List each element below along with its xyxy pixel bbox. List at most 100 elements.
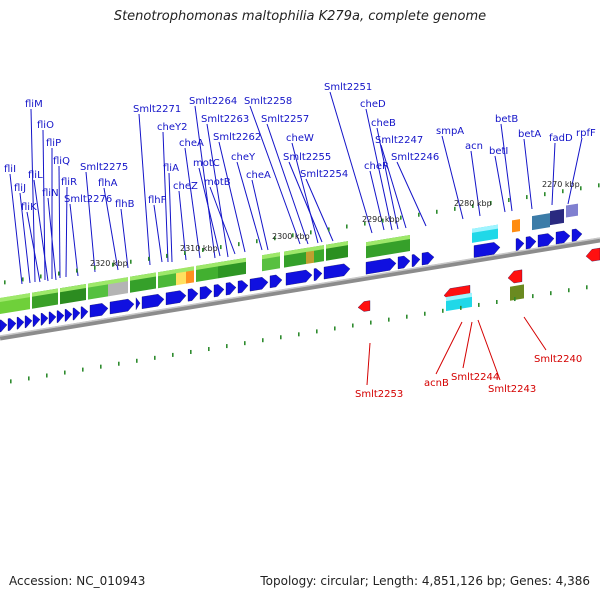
gene-label-chez[interactable]: cheZ — [173, 181, 198, 192]
tick-dot — [190, 349, 192, 354]
forward-gene-arrow[interactable] — [473, 242, 501, 258]
gene-label-smlt2255[interactable]: Smlt2255 — [283, 152, 331, 163]
gene-label-smlt2244[interactable]: Smlt2244 — [451, 372, 499, 383]
forward-gene-arrow[interactable] — [7, 318, 17, 331]
forward-gene-arrow[interactable] — [165, 290, 187, 306]
gene-label-smlt2263[interactable]: Smlt2263 — [201, 114, 249, 125]
gene-label-chew[interactable]: cheW — [286, 133, 314, 144]
kbp-tick-label: 2320 kbp — [90, 259, 128, 268]
gene-label-flil[interactable]: fliL — [28, 170, 43, 181]
gene-label-flin[interactable]: fliN — [42, 188, 59, 199]
gene-label-smlt2246[interactable]: Smlt2246 — [391, 152, 439, 163]
gene-label-flhb[interactable]: flhB — [115, 199, 135, 210]
forward-gene-arrow[interactable] — [323, 263, 351, 280]
forward-gene-arrow[interactable] — [213, 284, 225, 298]
gene-label-flhf[interactable]: flhF — [148, 195, 167, 206]
gene-label-smlt2240[interactable]: Smlt2240 — [534, 354, 582, 365]
gene-label-flim[interactable]: fliM — [25, 99, 43, 110]
forward-gene-arrow[interactable] — [141, 294, 165, 309]
forward-gene-arrow[interactable] — [0, 319, 8, 333]
gene-label-flii[interactable]: fliI — [4, 164, 16, 175]
forward-gene-arrow[interactable] — [555, 230, 571, 245]
forward-gene-arrow[interactable] — [397, 255, 411, 270]
forward-gene-arrow[interactable] — [365, 258, 397, 275]
gene-label-smlt2257[interactable]: Smlt2257 — [261, 114, 309, 125]
gene-label-flij[interactable]: fliJ — [14, 183, 26, 194]
forward-gene-arrow[interactable] — [32, 314, 41, 327]
forward-gene-arrow[interactable] — [515, 238, 525, 251]
gene-label-motb[interactable]: motB — [204, 177, 231, 188]
gene-label-smlt2251[interactable]: Smlt2251 — [324, 82, 372, 93]
gene-label-flia[interactable]: fliA — [163, 163, 179, 174]
forward-gene-arrow[interactable] — [199, 286, 213, 300]
gene-label-smlt2247[interactable]: Smlt2247 — [375, 135, 423, 146]
gene-label-betb[interactable]: betB — [495, 114, 518, 125]
gene-label-smlt2243[interactable]: Smlt2243 — [488, 384, 536, 395]
gene-label-acnb[interactable]: acnB — [424, 378, 449, 389]
forward-gene-arrow[interactable] — [187, 288, 199, 302]
forward-gene-arrow[interactable] — [525, 236, 537, 250]
reverse-gene-arrow[interactable] — [357, 300, 371, 312]
gene-label-cher[interactable]: cheR — [364, 161, 389, 172]
gene-label-ched[interactable]: cheD — [360, 99, 386, 110]
forward-gene-arrow[interactable] — [89, 303, 109, 318]
forward-gene-arrow[interactable] — [269, 274, 283, 289]
gene-label-smlt2258[interactable]: Smlt2258 — [244, 96, 292, 107]
forward-gene-arrow[interactable] — [64, 309, 73, 322]
forward-gene-arrow[interactable] — [16, 316, 25, 330]
tick-dot — [274, 236, 276, 241]
reverse-gene-arrow[interactable] — [585, 247, 600, 262]
gene-label-beti[interactable]: betI — [489, 146, 508, 157]
gene-label-smlt2275[interactable]: Smlt2275 — [80, 162, 128, 173]
gene-label-smlt2262[interactable]: Smlt2262 — [213, 132, 261, 143]
forward-gene-arrow[interactable] — [237, 280, 249, 294]
gene-label-rpff[interactable]: rpfF — [576, 128, 596, 139]
forward-gene-arrow[interactable] — [411, 254, 421, 267]
forward-gene-arrow[interactable] — [537, 233, 555, 248]
tick-dot — [472, 203, 474, 208]
forward-gene-arrow[interactable] — [571, 228, 583, 242]
feature-block-highlight — [130, 272, 156, 281]
gene-label-flik[interactable]: fliK — [21, 202, 37, 213]
gene-label-smlt2254[interactable]: Smlt2254 — [300, 169, 348, 180]
forward-gene-arrow[interactable] — [285, 269, 313, 286]
tick-dot — [310, 230, 312, 235]
gene-label-flha[interactable]: flhA — [98, 178, 118, 189]
forward-gene-arrow[interactable] — [135, 297, 141, 311]
forward-gene-arrow[interactable] — [48, 311, 57, 325]
forward-gene-arrow[interactable] — [24, 315, 33, 329]
gene-label-chea[interactable]: cheA — [179, 138, 204, 149]
gene-label-smlt2264[interactable]: Smlt2264 — [189, 96, 237, 107]
gene-label-smlt2276[interactable]: Smlt2276 — [64, 194, 112, 205]
gene-label-smlt2271[interactable]: Smlt2271 — [133, 104, 181, 115]
gene-label-flio[interactable]: fliO — [37, 120, 54, 131]
forward-gene-arrow[interactable] — [109, 298, 135, 315]
forward-gene-arrow[interactable] — [421, 251, 435, 266]
forward-gene-arrow[interactable] — [40, 312, 49, 326]
leader-line — [369, 170, 385, 231]
forward-gene-arrow[interactable] — [313, 268, 323, 281]
gene-label-smpa[interactable]: smpA — [436, 126, 464, 137]
gene-label-fliq[interactable]: fliQ — [53, 156, 70, 167]
tick-dot — [316, 329, 318, 334]
gene-label-smlt2253[interactable]: Smlt2253 — [355, 389, 403, 400]
gene-label-chea[interactable]: cheA — [246, 170, 271, 181]
gene-label-fadd[interactable]: fadD — [549, 133, 573, 144]
gene-label-motc[interactable]: motC — [193, 158, 220, 169]
leader-line — [396, 161, 427, 227]
gene-label-acn[interactable]: acn — [465, 141, 483, 152]
reverse-gene-arrow[interactable] — [507, 269, 523, 284]
forward-gene-arrow[interactable] — [249, 277, 269, 292]
gene-label-chey2[interactable]: cheY2 — [157, 122, 187, 133]
forward-gene-arrow[interactable] — [225, 282, 237, 296]
gene-label-flip[interactable]: fliP — [46, 138, 61, 149]
gene-label-cheb[interactable]: cheB — [371, 118, 396, 129]
gene-label-chey[interactable]: cheY — [231, 152, 256, 163]
forward-gene-arrow[interactable] — [56, 310, 65, 323]
tick-dot — [10, 379, 12, 384]
forward-gene-arrow[interactable] — [80, 306, 89, 319]
gene-label-flir[interactable]: fliR — [61, 177, 77, 188]
forward-gene-arrow[interactable] — [72, 307, 81, 321]
gene-label-beta[interactable]: betA — [518, 129, 541, 140]
tick-dot — [292, 233, 294, 238]
